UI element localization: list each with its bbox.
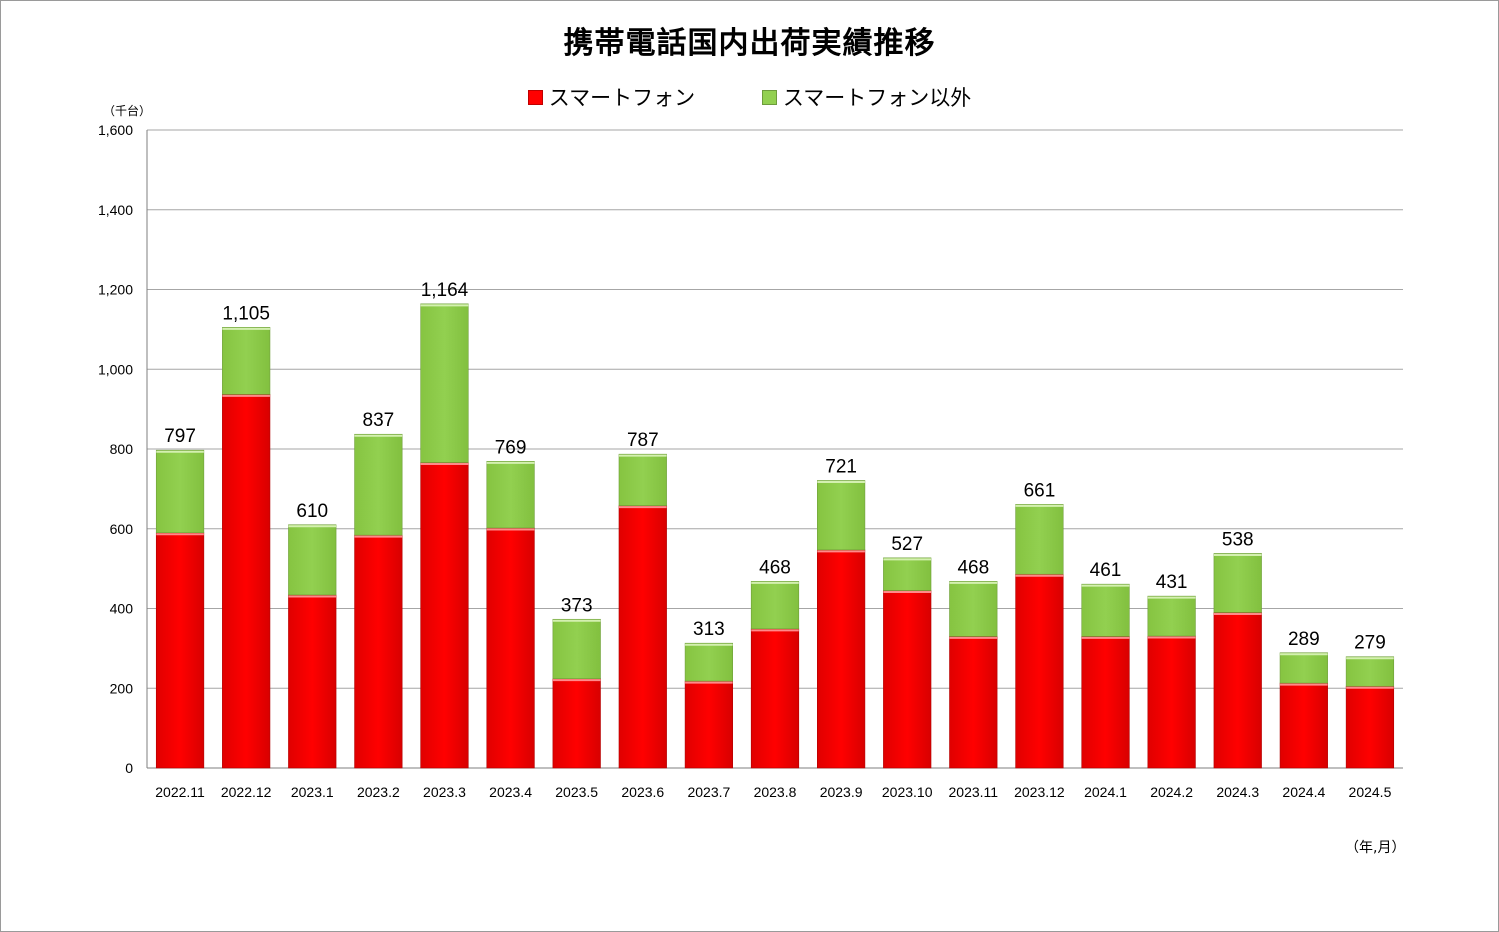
- bar-other: [750, 581, 800, 630]
- x-tick-label: 2022.11: [155, 784, 205, 800]
- bar-other: [1345, 656, 1395, 687]
- bar-total-label: 461: [1090, 560, 1122, 581]
- bar-smartphone: [949, 636, 998, 769]
- bar-smartphone: [354, 534, 403, 769]
- y-tick-label: 600: [110, 521, 134, 537]
- y-tick-label: 1,600: [98, 122, 133, 138]
- bar-total-label: 538: [1222, 529, 1254, 550]
- x-axis-unit-label: （年,月）: [1345, 840, 1406, 856]
- legend-item-other: スマートフォン以外: [761, 82, 972, 112]
- y-tick-label: 0: [125, 760, 133, 776]
- bar-smartphone: [817, 549, 866, 769]
- bar-smartphone: [1345, 685, 1395, 769]
- bar-other: [420, 303, 469, 463]
- x-tick-label: 2023.8: [754, 784, 797, 800]
- bar-total-label: 431: [1156, 572, 1188, 593]
- bar-other: [354, 433, 403, 536]
- x-tick-label: 2024.1: [1084, 784, 1127, 800]
- bar-smartphone: [1015, 573, 1064, 769]
- bar-other: [486, 461, 535, 529]
- bar-total-label: 527: [891, 534, 923, 555]
- bar-smartphone: [486, 527, 535, 769]
- legend-label-smartphone: スマートフォン: [548, 86, 696, 110]
- bar-total-label: 1,105: [222, 303, 270, 324]
- y-tick-label: 1,400: [98, 202, 133, 218]
- x-tick-label: 2023.12: [1014, 784, 1065, 800]
- bar-total-label: 1,164: [421, 280, 469, 301]
- legend-item-smartphone: スマートフォン: [527, 82, 696, 112]
- x-tick-label: 2023.1: [291, 784, 334, 800]
- bar-total-label: 468: [957, 557, 989, 578]
- y-tick-label: 1,200: [98, 282, 133, 298]
- bar-other: [883, 557, 932, 591]
- bar-other: [817, 480, 866, 551]
- bar-total-label: 289: [1288, 629, 1320, 650]
- x-tick-label: 2023.9: [820, 784, 863, 800]
- bar-other: [288, 524, 337, 596]
- bar-other: [222, 327, 271, 395]
- bar-other: [1279, 652, 1328, 684]
- bar-smartphone: [420, 462, 469, 769]
- bar-other: [1015, 504, 1064, 575]
- bar-smartphone: [552, 678, 601, 769]
- bar-smartphone: [1213, 612, 1262, 769]
- legend-swatch-smartphone: [527, 89, 543, 105]
- bar-smartphone: [155, 532, 205, 769]
- legend: スマートフォン スマートフォン以外: [0, 82, 1499, 112]
- bar-other: [684, 642, 733, 682]
- x-tick-label: 2024.5: [1349, 784, 1392, 800]
- bar-smartphone: [222, 394, 271, 769]
- x-tick-label: 2023.7: [687, 784, 730, 800]
- bar-smartphone: [883, 590, 932, 769]
- legend-label-other: スマートフォン以外: [782, 86, 972, 110]
- bar-total-label: 313: [693, 619, 725, 640]
- bar-total-label: 769: [495, 437, 527, 458]
- x-tick-label: 2023.2: [357, 784, 400, 800]
- legend-swatch-other: [761, 89, 777, 105]
- x-tick-label: 2024.2: [1150, 784, 1193, 800]
- y-tick-label: 1,000: [98, 361, 133, 377]
- x-tick-label: 2023.11: [949, 784, 999, 800]
- bar-other: [618, 453, 667, 506]
- bar-total-label: 373: [561, 595, 593, 616]
- bar-total-label: 797: [164, 426, 196, 447]
- y-tick-label: 400: [110, 601, 134, 617]
- bar-other: [1081, 583, 1130, 637]
- bar-total-label: 661: [1024, 480, 1056, 501]
- bar-total-label: 837: [363, 410, 395, 431]
- x-tick-label: 2023.4: [489, 784, 532, 800]
- bar-other: [1213, 553, 1262, 613]
- bar-other: [155, 449, 205, 534]
- bar-other: [949, 581, 998, 637]
- x-tick-label: 2023.6: [621, 784, 664, 800]
- bar-total-label: 279: [1354, 633, 1386, 654]
- chart-title: 携帯電話国内出荷実績推移: [563, 26, 936, 61]
- bar-total-label: 468: [759, 557, 791, 578]
- x-tick-label: 2023.3: [423, 784, 466, 800]
- bar-other: [1147, 595, 1196, 637]
- y-axis-unit-label: （千台）: [103, 104, 152, 118]
- x-tick-label: 2022.12: [221, 784, 272, 800]
- bar-total-label: 787: [627, 430, 659, 451]
- x-tick-label: 2024.3: [1216, 784, 1259, 800]
- bar-total-label: 721: [825, 457, 857, 478]
- bar-smartphone: [1147, 635, 1196, 769]
- bar-smartphone: [288, 594, 337, 769]
- bar-smartphone: [750, 628, 800, 769]
- bar-other: [552, 618, 601, 679]
- x-tick-label: 2023.10: [882, 784, 933, 800]
- bar-total-label: 610: [296, 501, 328, 522]
- y-tick-label: 800: [110, 441, 134, 457]
- bar-smartphone: [1279, 682, 1328, 769]
- bar-smartphone: [1081, 636, 1130, 769]
- x-tick-label: 2024.4: [1282, 784, 1325, 800]
- x-tick-label: 2023.5: [555, 784, 598, 800]
- y-tick-label: 200: [110, 680, 134, 696]
- bar-smartphone: [684, 680, 733, 769]
- bar-smartphone: [618, 505, 667, 769]
